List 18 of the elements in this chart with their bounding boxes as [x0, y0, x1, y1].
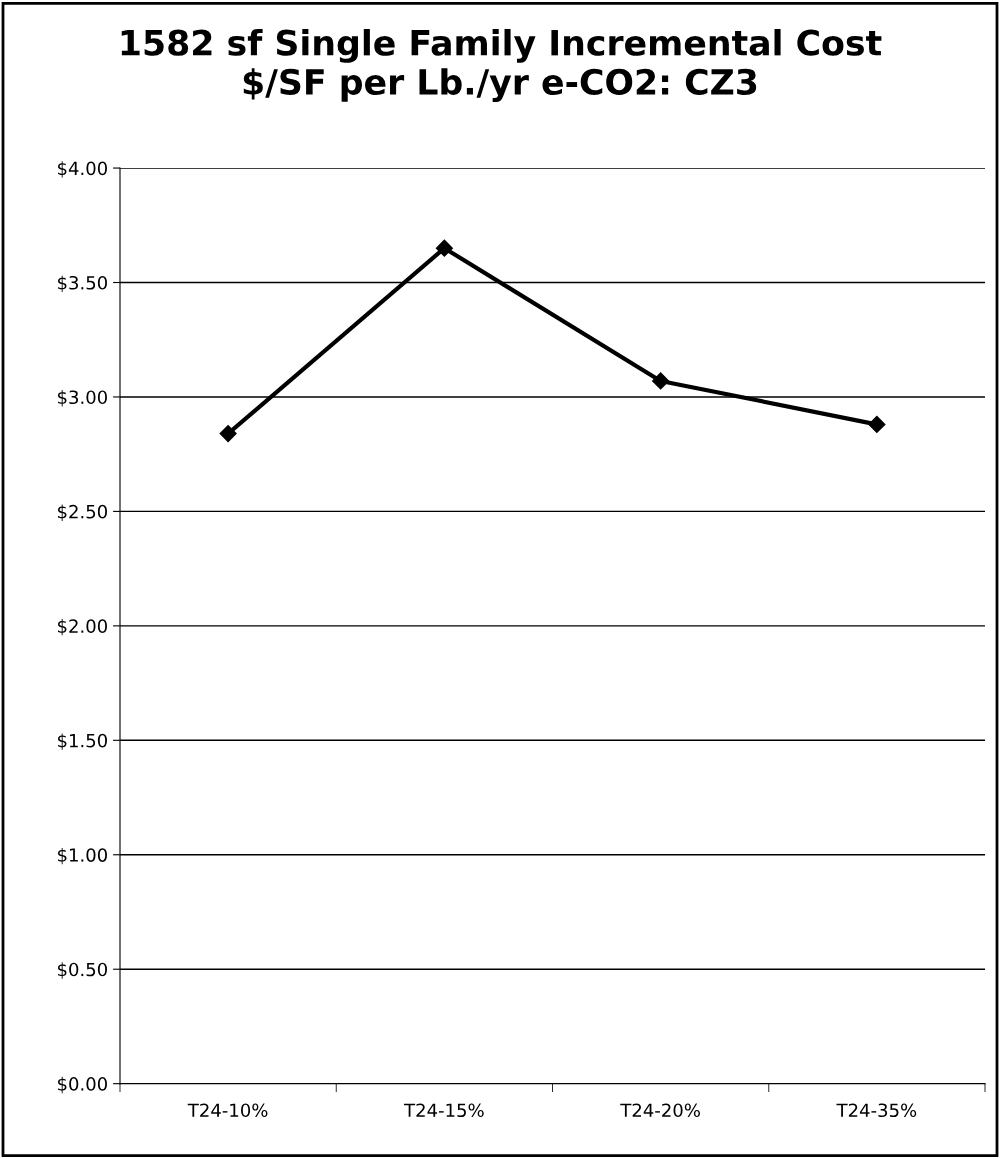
y-tick-label: $0.50	[58, 962, 107, 979]
y-tick-label: $0.00	[58, 1076, 107, 1094]
y-tick-label: $2.50	[58, 504, 107, 521]
y-tick-label: $1.50	[58, 733, 107, 750]
y-tick-label: $3.00	[58, 390, 107, 407]
x-tick-label: T24-20%	[620, 1103, 700, 1118]
chart-title: 1582 sf Single Family Incremental Cost $/SF per Lb./yr e-CO2: CZ3	[121, 28, 882, 102]
point	[219, 425, 237, 443]
y-tick-label: $4.00	[58, 161, 107, 178]
x-tick-label: T24-35%	[836, 1103, 917, 1118]
y-tick-label: $2.00	[58, 619, 107, 636]
x-tick-label: T24-10%	[187, 1103, 268, 1118]
point	[435, 239, 453, 257]
x-tick-label: T24-15%	[404, 1103, 484, 1118]
point	[652, 372, 670, 390]
y-tick-label: $3.50	[58, 275, 107, 293]
point	[868, 415, 886, 433]
y-tick-label: $1.00	[58, 847, 107, 865]
